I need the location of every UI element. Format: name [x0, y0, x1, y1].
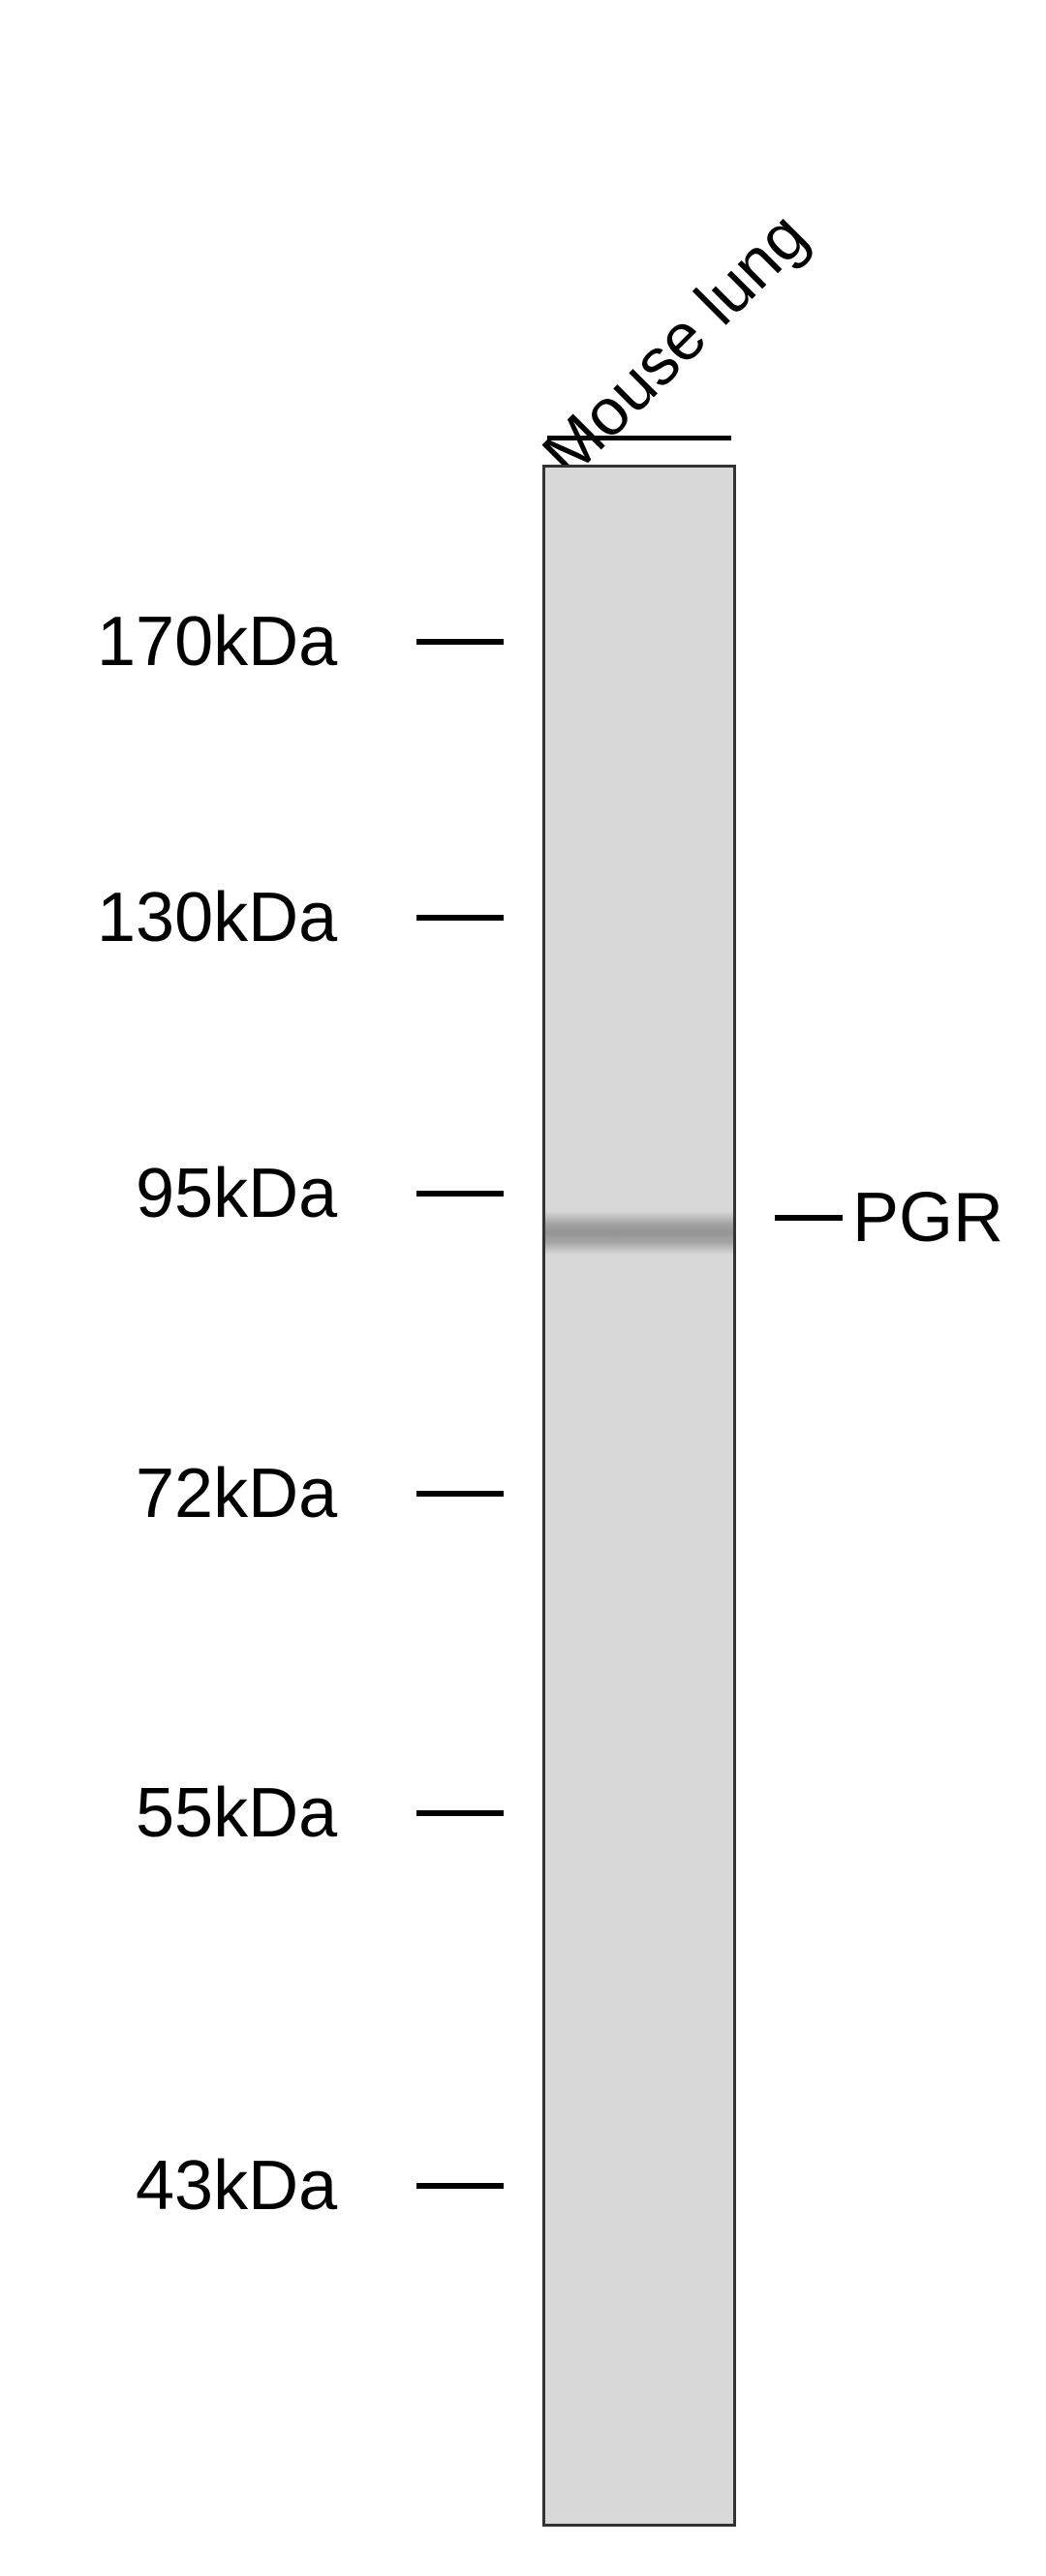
figure-container: Mouse lung 170kDa 130kDa 95kDa 72kDa 55kDa 43…: [0, 0, 1046, 2576]
marker-label-5: 43kDa: [136, 2146, 337, 2226]
marker-tick-1: [416, 915, 504, 921]
marker-label-4: 55kDa: [136, 1773, 337, 1853]
marker-label-1: 130kDa: [97, 878, 337, 957]
lane-underline: [547, 436, 731, 440]
protein-band-pgr: [545, 1211, 733, 1255]
lane-label: Mouse lung: [528, 197, 822, 492]
marker-tick-2: [416, 1191, 504, 1197]
marker-tick-5: [416, 2183, 504, 2189]
marker-label-2: 95kDa: [136, 1154, 337, 1233]
marker-tick-4: [416, 1810, 504, 1816]
band-label-0: PGR: [852, 1178, 1003, 1258]
marker-label-3: 72kDa: [136, 1454, 337, 1533]
western-blot-lane: [542, 465, 736, 2527]
band-tick-0: [775, 1215, 843, 1221]
marker-tick-3: [416, 1491, 504, 1497]
marker-label-0: 170kDa: [97, 602, 337, 682]
marker-tick-0: [416, 639, 504, 645]
